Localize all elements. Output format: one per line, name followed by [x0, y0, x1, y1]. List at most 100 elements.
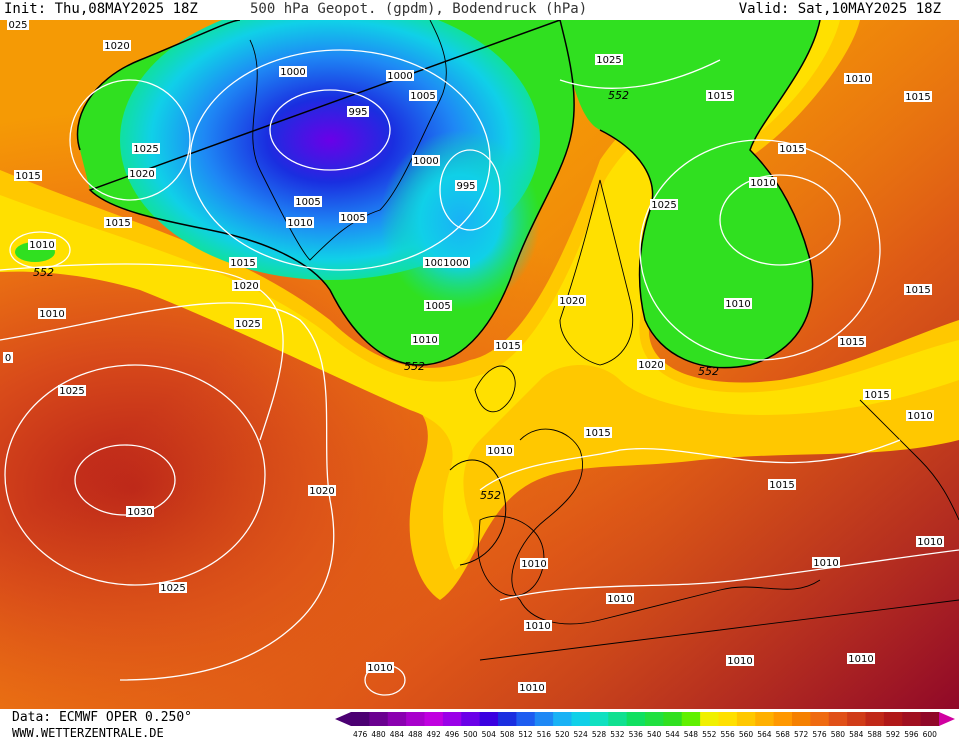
legend-tick-label: 500 — [463, 730, 478, 739]
isobar-1005 — [189, 49, 491, 271]
isobar-1015-europe — [479, 439, 901, 491]
isobar-label: 1010 — [367, 663, 392, 674]
legend-swatch — [387, 712, 407, 726]
isobar-label-box — [38, 308, 66, 319]
british-isles-coast — [474, 365, 516, 413]
isobar-label: 1005 — [295, 197, 320, 208]
legend-tick-label: 488 — [408, 730, 423, 739]
isobar-label: 1010 — [907, 411, 932, 422]
isobar-labels: 1020 1025 1020 1015 1015 1015 1020 1010 1025 1025… — [3, 20, 944, 694]
isobar-label-box — [424, 300, 452, 311]
isobar-label: 1015 — [779, 144, 804, 155]
isobar-label-box — [518, 682, 546, 693]
isobar-label: 1015 — [905, 285, 930, 296]
isobar-label-box — [749, 177, 777, 188]
isobar-label-box — [812, 557, 840, 568]
continental-coast — [511, 428, 821, 625]
legend-swatch — [700, 712, 719, 726]
legend-tick-label: 516 — [537, 730, 552, 739]
valid-time-label: Valid: Sat,10MAY2025 18Z — [738, 1, 941, 17]
isobar-label: 1015 — [864, 390, 889, 401]
legend-swatch — [424, 712, 444, 726]
legend-swatch — [773, 712, 793, 726]
contour-552-east — [599, 20, 821, 369]
isobar-label-box — [104, 217, 132, 228]
isobar-label: 1010 — [29, 240, 54, 251]
legend-swatch — [461, 712, 481, 726]
contour-552-iberia — [449, 459, 507, 566]
isobar-label: 995 — [348, 107, 367, 118]
isobar-label-box — [234, 318, 262, 329]
isobar-label: 1010 — [39, 309, 64, 320]
isobar-label-box — [58, 385, 86, 396]
isobar-label: 1010 — [845, 74, 870, 85]
isobar-label: 1015 — [585, 428, 610, 439]
legend-tick-label: 476 — [353, 730, 368, 739]
isobar-label-box — [844, 73, 872, 84]
legend-tick-label: 588 — [868, 730, 883, 739]
isobar-label-box — [524, 620, 552, 631]
legend-tick-label: 492 — [427, 730, 442, 739]
isobar-1020-atlantic — [0, 302, 335, 681]
isobar-label-box — [847, 653, 875, 664]
legend-tick-label: 540 — [647, 730, 662, 739]
isobar-1020-newf — [69, 79, 191, 201]
isobar-label-box — [494, 340, 522, 351]
isobar-1010-med — [499, 549, 959, 601]
isobar-label: 1015 — [105, 218, 130, 229]
legend-tick-label: 508 — [500, 730, 515, 739]
height-contour-labels: 552 552 552 552 552 — [33, 89, 719, 502]
map-title: 500 hPa Geopot. (gpdm), Bodendruck (hPa) — [250, 1, 588, 17]
legend-tick-label: 528 — [592, 730, 607, 739]
isobar-label-box — [386, 70, 414, 81]
legend-swatch — [369, 712, 389, 726]
isobar-label-box — [558, 295, 586, 306]
isobar-label-box — [7, 20, 29, 30]
isobar-label-box — [726, 655, 754, 666]
legend-end-arrow — [939, 712, 955, 726]
legend-swatch — [571, 712, 591, 726]
isobar-label: 1005 — [340, 213, 365, 224]
legend-tick-label: 484 — [390, 730, 405, 739]
isobar-label-box — [455, 180, 477, 191]
isobar-label: 1010 — [750, 178, 775, 189]
isobar-label: 1010 — [607, 594, 632, 605]
isobar-label-box — [132, 143, 160, 154]
isobar-label: 1000 — [413, 156, 438, 167]
isobar-label: 1010 — [725, 299, 750, 310]
isobar-label: 1025 — [133, 144, 158, 155]
height-label-552: 552 — [698, 365, 719, 378]
legend-tick-label: 504 — [482, 730, 497, 739]
isobar-label-box — [863, 389, 891, 400]
website-label: WWW.WETTERZENTRALE.DE — [12, 726, 164, 740]
greenland-coast — [249, 20, 447, 261]
legend-swatch — [498, 712, 517, 726]
legend-swatch — [718, 712, 738, 726]
isobar-label: 025 — [8, 20, 27, 31]
isobar-label-box — [486, 445, 514, 456]
legend-swatch — [406, 712, 425, 726]
isobar-label-box — [126, 506, 154, 517]
isobar-label: 1025 — [596, 55, 621, 66]
coastlines — [249, 20, 959, 661]
legend-start-arrow — [335, 712, 351, 726]
isobar-label-box — [128, 168, 156, 179]
isobar-label-box — [637, 359, 665, 370]
isobar-label-box — [906, 410, 934, 421]
legend-tick-label: 600 — [923, 730, 938, 739]
isobar-label-box — [520, 558, 548, 569]
height-label-552: 552 — [33, 266, 54, 279]
isobar-label-box — [442, 257, 470, 268]
isobar-label: 1000 — [443, 258, 468, 269]
legend-swatch — [663, 712, 683, 726]
legend-tick-label: 572 — [794, 730, 809, 739]
isobar-label: 1030 — [127, 507, 152, 518]
isobar-label-box — [294, 196, 322, 207]
legend-swatch — [534, 712, 554, 726]
isobar-label: 1020 — [233, 281, 258, 292]
legend-swatch — [351, 712, 370, 726]
isobar-label-box — [159, 582, 187, 593]
isobar-label-box — [28, 239, 56, 250]
isobar-label: 1025 — [160, 583, 185, 594]
